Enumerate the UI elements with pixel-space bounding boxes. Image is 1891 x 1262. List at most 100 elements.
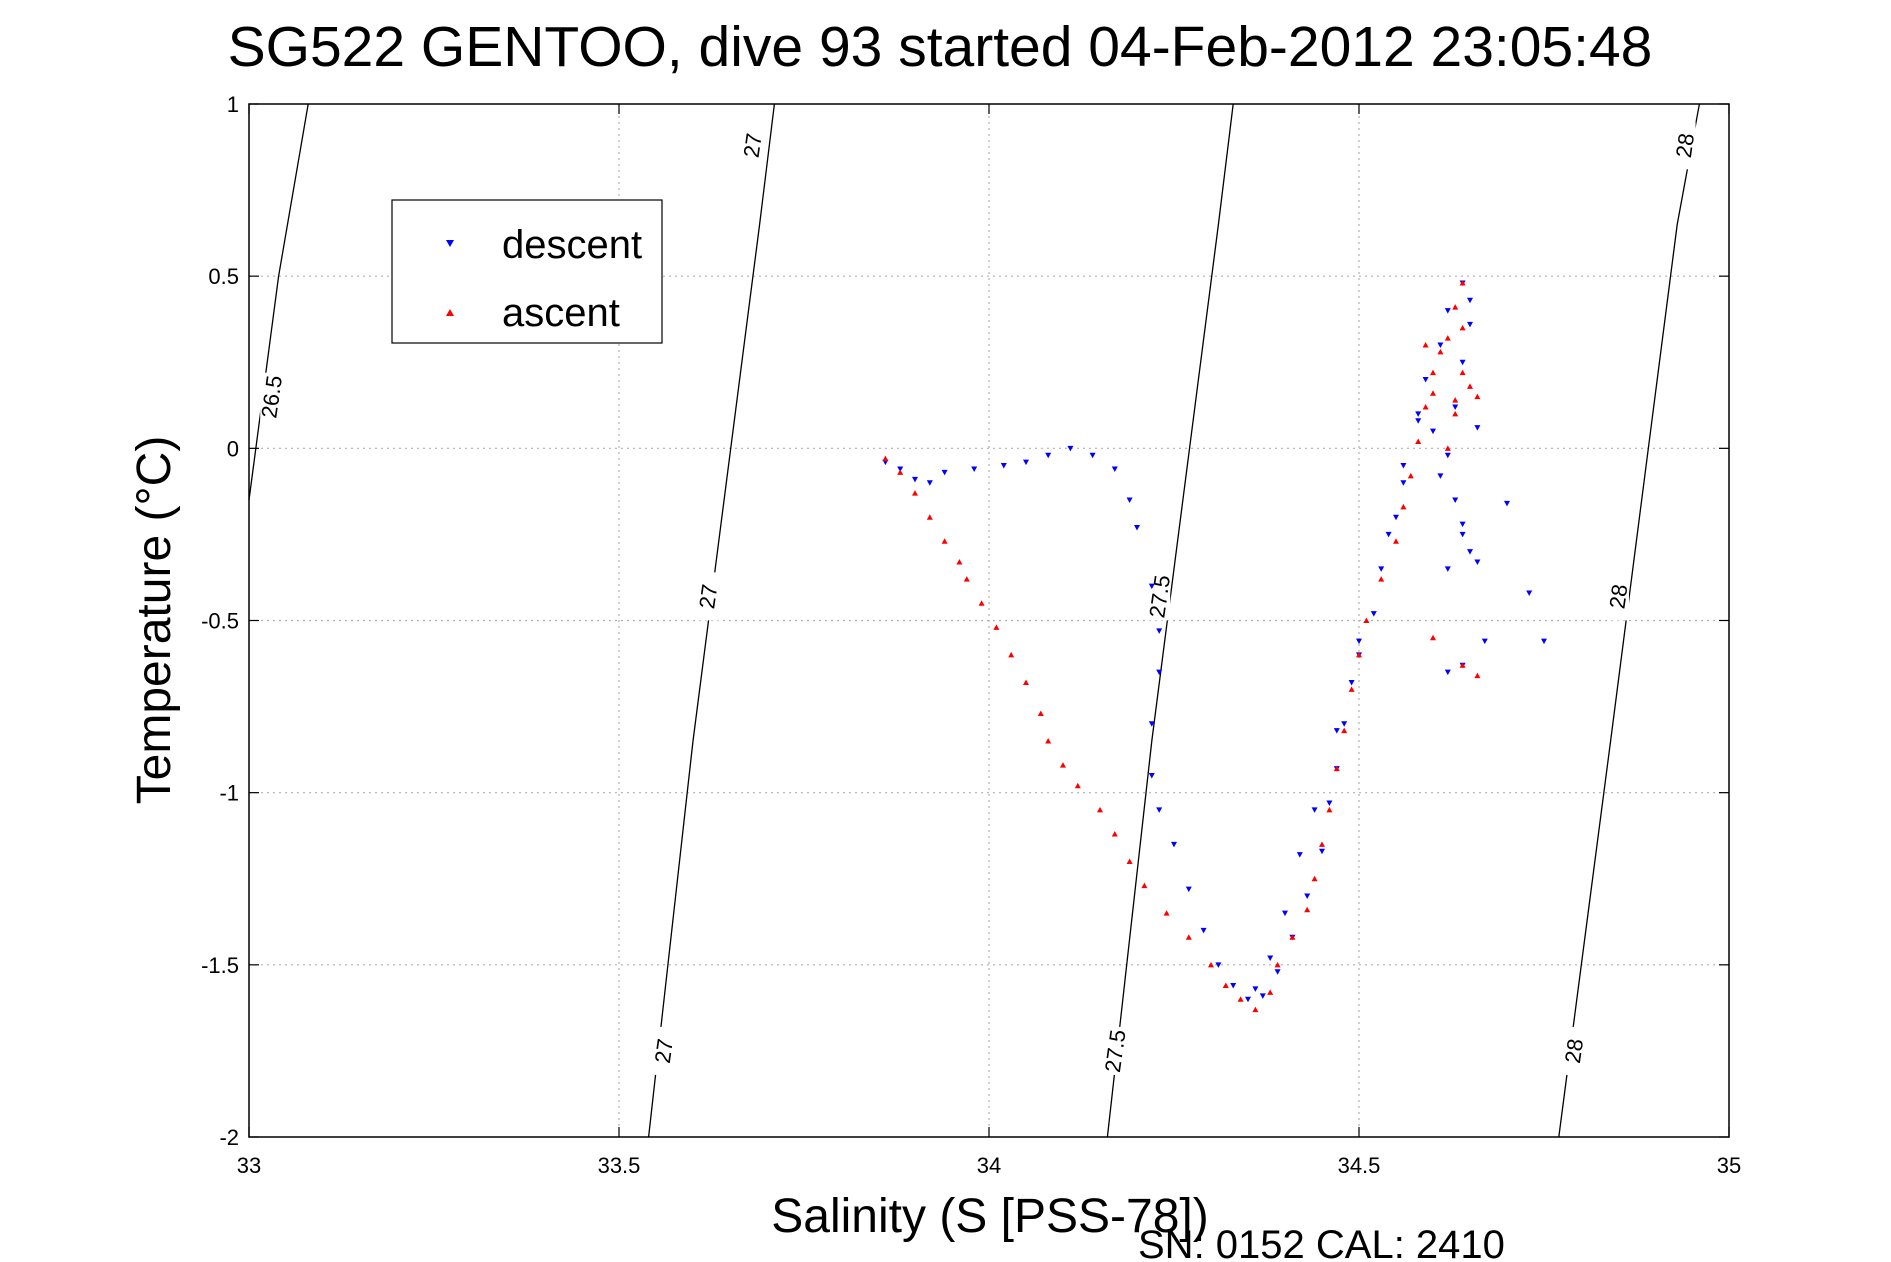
descent-point [1415,418,1422,424]
ascent-point [926,514,933,520]
descent-point [1148,772,1155,779]
x-axis-label: Salinity (S [PSS-78]) [771,1190,1208,1243]
contour-label-bg [696,572,719,621]
ascent-point [1459,324,1466,331]
descent-point [1467,549,1473,555]
descent-point [1259,993,1266,999]
descent-point [1370,611,1377,617]
ascent-point [1467,383,1473,389]
descent-point [1415,411,1422,417]
descent-point [1148,721,1155,727]
descent-point [1444,452,1451,459]
ascent-point [1237,996,1244,1002]
contour-layer: 26.5 27 27 27 27.5 27.5 28 28 28 [248,103,1701,1138]
descent-point [1134,525,1140,531]
ascent-point [1452,410,1459,417]
contour-label: 27 [739,132,767,160]
density-contour-27.5 [1106,103,1234,1138]
descent-point [1467,297,1473,304]
descent-point [1319,848,1325,855]
contour-label-bg [741,121,764,170]
descent-point [1356,638,1362,645]
contour-label-bg [652,1026,675,1075]
ascent-point [1319,841,1325,847]
descent-point [1400,480,1407,486]
ascent-point [963,576,970,582]
ascent-point [1326,806,1333,813]
density-contour-26.5 [248,103,309,501]
y-tick-label: 1 [227,92,239,117]
descent-point [1215,962,1222,968]
legend-ascent-marker [446,309,454,316]
descent-point [1126,497,1133,503]
descent-point [1296,852,1303,858]
contour-label-bg [1103,1026,1126,1075]
ascent-point [941,538,948,544]
descent-point [1378,566,1385,572]
descent-point [971,466,978,472]
ascent-point [1074,782,1081,789]
ascent-point [1060,762,1066,768]
descent-point [1481,638,1488,645]
descent-point [1230,982,1237,989]
descent-point [1385,531,1392,538]
contour-label: 27.5 [1144,574,1175,620]
descent-point [1400,463,1407,469]
contour-label-bg [1607,572,1629,621]
ascent-point [1126,858,1133,865]
descent-point [1444,308,1451,314]
legend: descent ascent [391,199,663,344]
ascent-point [1459,369,1466,376]
ascent-point [1393,538,1399,544]
descent-point [1333,728,1340,734]
y-tick-label: -1.5 [201,953,239,978]
descent-point [1422,376,1429,383]
ascent-point [1304,906,1311,913]
descent-point [1148,583,1155,590]
ascent-point [1430,369,1436,376]
descent-point [1200,927,1207,934]
contour-label-bg [1673,121,1696,170]
descent-point [1474,425,1481,431]
descent-point [1430,428,1436,435]
contour-label-bg [1562,1026,1585,1075]
descent-point [926,480,933,486]
footer-serial-cal: SN: 0152 CAL: 2410 [1138,1223,1505,1262]
ascent-point [1430,634,1436,641]
descent-point [1452,404,1459,411]
ascent-point [1274,961,1281,968]
descent-point [1156,628,1163,634]
descent-point [1467,321,1473,328]
ascent-point [897,469,904,475]
y-axis-label: Temperature (°C) [128,436,181,805]
descent-point [1304,893,1311,899]
descent-point [1000,463,1007,469]
legend-box [391,199,663,344]
ascent-point [993,624,1000,630]
ascent-point [1289,934,1296,940]
contour-label: 26.5 [256,374,287,420]
descent-point [1089,452,1096,459]
x-tick-label: 35 [1717,1153,1741,1178]
descent-point [1185,886,1192,893]
descent-point [1526,590,1533,596]
descent-point [1348,679,1355,686]
ascent-point [912,490,918,496]
ascent-point [1444,335,1451,341]
y-tick-label: -2 [219,1125,239,1150]
descent-point [1111,466,1118,472]
ascent-point [1422,342,1429,348]
descent-point [1437,342,1444,349]
x-tick-label: 33 [237,1153,261,1178]
ascent-point [1141,882,1148,889]
descent-point [1326,800,1333,806]
contour-label: 28 [1671,132,1699,160]
ascent-point [1097,806,1103,813]
ascent-point [1415,438,1422,444]
descent-point [1245,996,1251,1003]
descent-point [1045,452,1052,459]
ascent-point [1341,727,1348,734]
ascent-point [1163,910,1170,916]
descent-point [1067,445,1074,452]
